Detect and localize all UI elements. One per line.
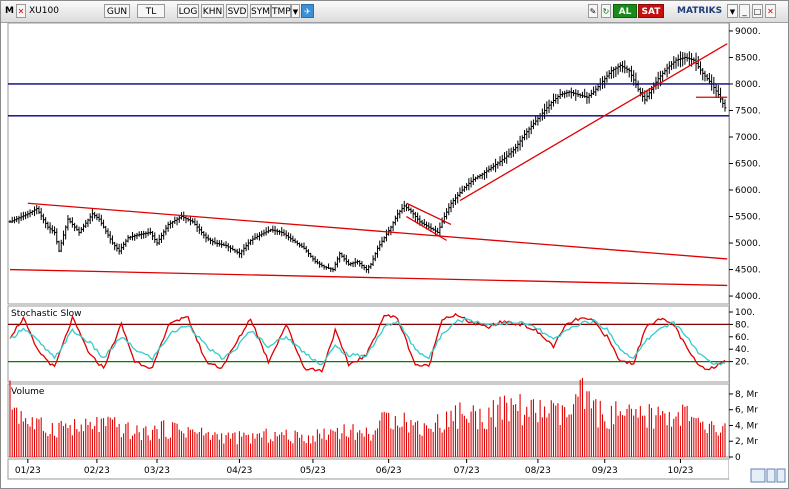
trend-line [406,215,447,241]
date-tick-label: 04/23 [226,466,252,476]
price-bar [723,99,727,112]
date-tick-label: 06/23 [376,466,402,476]
stochastic-title: Stochastic Slow [11,309,82,319]
minimize-icon[interactable]: _ [739,4,750,18]
close-symbol-icon[interactable]: ✕ [16,4,26,18]
chart-toolbar: M ✕ XU100 GUN TL LOG KHN SVD SYM TMP ▼ ✈… [1,1,788,23]
trend-line [9,268,728,287]
currency-button[interactable]: TL [137,4,165,18]
sell-button[interactable]: SAT [638,4,664,18]
price-tick-label: 5500. [735,213,761,223]
date-tick-label: 03/23 [144,466,170,476]
price-tick-label: 8500. [735,53,761,63]
date-tick-label: 02/23 [84,466,110,476]
volume-tick-label: 8, Mr [735,390,758,400]
price-tick-label: 6500. [735,160,761,170]
trend-line [459,43,728,202]
stochastic-tick-label: 60. [735,333,749,343]
bird-icon[interactable]: ✈ [301,4,314,18]
price-tick-label: 7000. [735,133,761,143]
date-tick-label: 08/23 [525,466,551,476]
scroll-left-icon[interactable] [766,468,776,483]
date-tick-label: 09/23 [592,466,618,476]
date-tick-label: 01/23 [15,466,41,476]
symbol-label[interactable]: XU100 [29,6,59,16]
price-panel [7,22,730,305]
tmp-button[interactable]: TMP [271,4,291,18]
khn-button[interactable]: KHN [201,4,224,18]
price-tick-label: 9000. [735,27,761,37]
svd-button[interactable]: SVD [226,4,248,18]
price-tick-label: 5000. [735,239,761,249]
value-axis-panel [729,23,786,479]
date-tick-label: 07/23 [454,466,480,476]
maximize-icon[interactable]: □ [752,4,763,18]
stochastic-tick-label: 80. [735,320,749,330]
period-button[interactable]: GUN [104,4,130,18]
brand-logo: MATRIKS [677,6,723,16]
menu-m[interactable]: M [5,6,14,16]
stochastic-tick-label: 40. [735,345,749,355]
stochastic-d-line [9,318,726,366]
volume-tick-label: 0 [735,453,741,463]
log-button[interactable]: LOG [177,4,199,18]
volume-tick-label: 2, Mr [735,437,758,447]
refresh-icon[interactable]: ↻ [601,4,611,18]
edit-icon[interactable]: ✎ [588,4,598,18]
price-tick-label: 4500. [735,266,761,276]
volume-tick-label: 6, Mr [735,406,758,416]
price-tick-label: 6000. [735,186,761,196]
price-tick-label: 7500. [735,106,761,116]
dropdown-arrow-icon[interactable]: ▼ [727,4,738,18]
price-tick-label: 8000. [735,80,761,90]
scroll-right-icon[interactable] [776,468,786,483]
trend-line [406,202,452,226]
stochastic-tick-label: 20. [735,358,749,368]
buy-button[interactable]: AL [613,4,637,18]
trend-line [27,202,728,260]
sym-button[interactable]: SYM [250,4,271,18]
search-icon[interactable] [750,468,766,483]
dropdown-arrow-icon[interactable]: ▼ [291,4,300,18]
volume-title: Volume [11,387,45,397]
date-axis-panel [7,458,730,480]
stochastic-panel [7,305,730,383]
stochastic-tick-label: 100. [735,308,755,318]
close-window-icon[interactable]: ✕ [765,4,776,18]
price-tick-label: 4000. [735,292,761,302]
volume-tick-label: 4, Mr [735,421,758,431]
date-tick-label: 05/23 [300,466,326,476]
date-tick-label: 10/23 [667,466,693,476]
